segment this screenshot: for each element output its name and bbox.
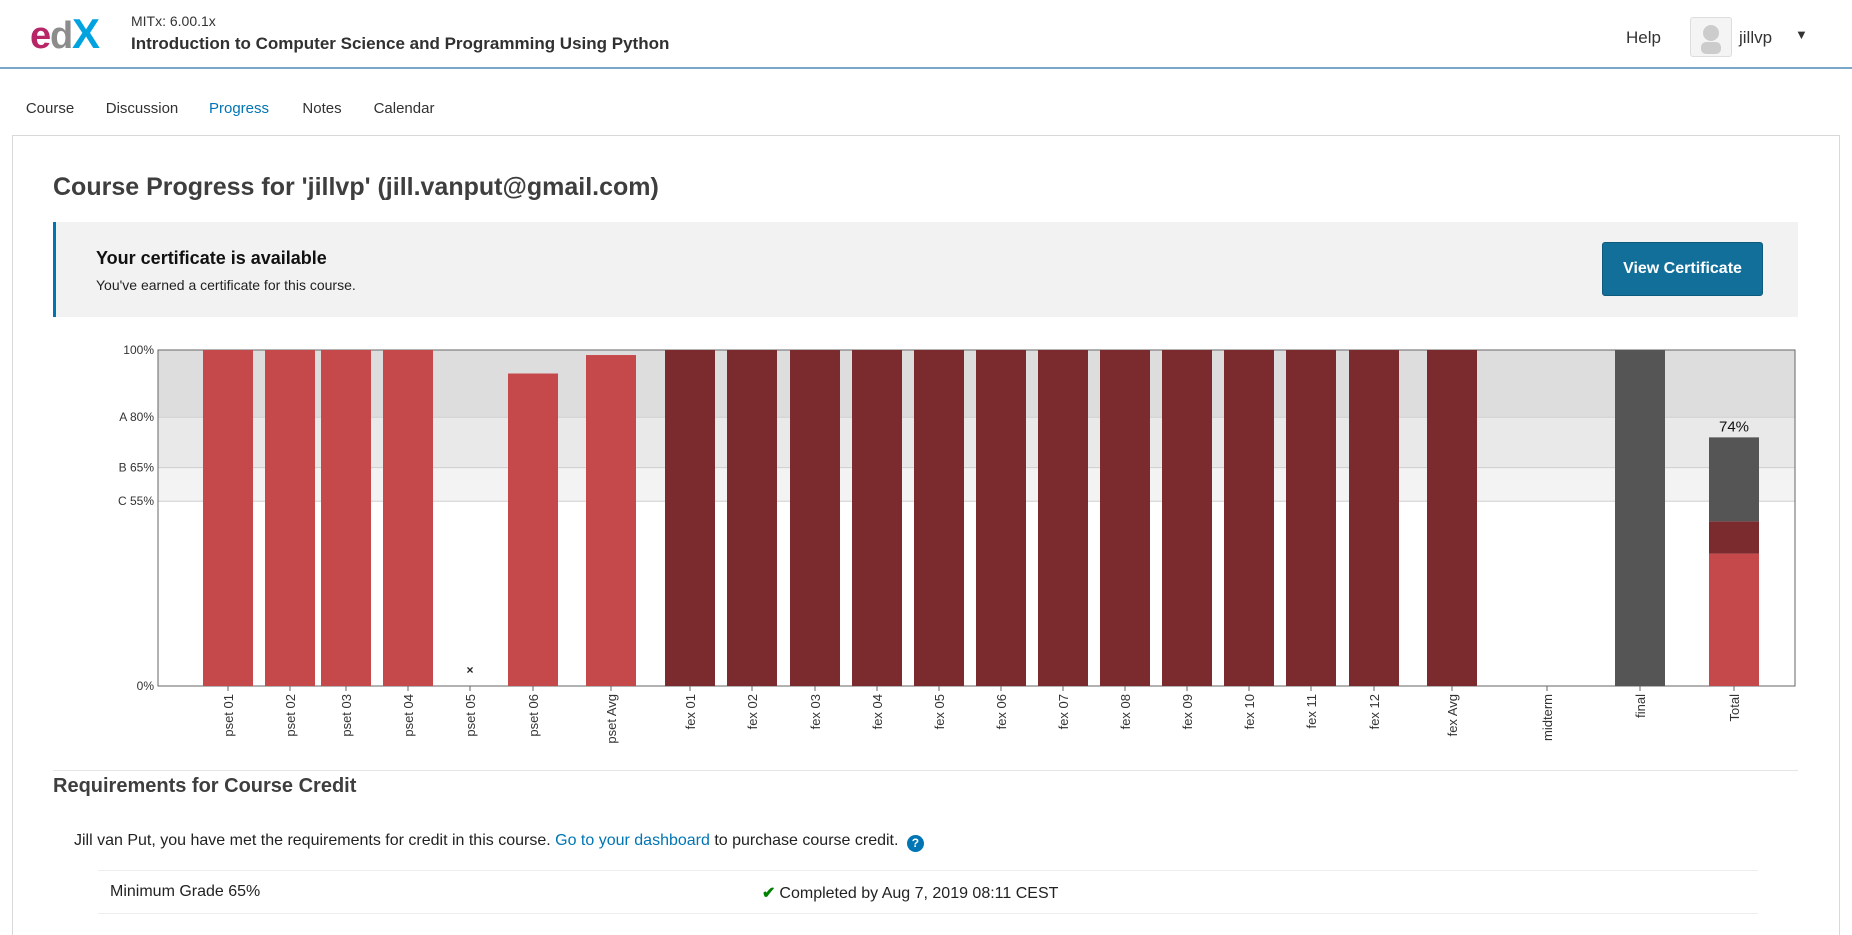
requirements-title: Requirements for Course Credit: [53, 775, 357, 797]
bar-total-segment: [1709, 437, 1759, 522]
bar: [586, 355, 636, 686]
bar: [1038, 350, 1088, 686]
x-tick-label: Total: [1727, 694, 1742, 722]
x-tick-label: fex Avg: [1445, 694, 1460, 736]
requirement-row: Minimum Grade 65% ✔ Completed by Aug 7, 2…: [98, 870, 1758, 914]
bar: [1349, 350, 1399, 686]
bar: [1162, 350, 1212, 686]
bar: [1100, 350, 1150, 686]
certificate-title: Your certificate is available: [96, 248, 327, 268]
chevron-down-icon[interactable]: ▼: [1795, 27, 1808, 42]
bar: [265, 350, 315, 686]
bar: [852, 350, 902, 686]
user-avatar-icon: [1701, 25, 1721, 54]
section-divider: [53, 770, 1798, 771]
x-tick-label: final: [1633, 694, 1648, 718]
x-tick-label: fex 07: [1056, 694, 1071, 729]
page-title: Course Progress for 'jillvp' (jill.vanpu…: [53, 173, 659, 201]
x-tick-label: fex 04: [870, 694, 885, 729]
site-header: e d X MITx: 6.00.1x Introduction to Comp…: [0, 0, 1852, 69]
x-tick-label: fex 02: [745, 694, 760, 729]
bar: [976, 350, 1026, 686]
certificate-description: You've earned a certificate for this cou…: [96, 277, 356, 293]
y-tick-label: 100%: [123, 343, 154, 357]
avatar[interactable]: [1690, 17, 1732, 57]
course-org: MITx: 6.00.1x: [131, 13, 216, 29]
svg-text:X: X: [72, 12, 100, 56]
requirements-text: Jill van Put, you have met the requireme…: [74, 832, 924, 852]
view-certificate-button[interactable]: View Certificate: [1602, 242, 1763, 296]
tab-notes[interactable]: Notes: [302, 100, 342, 117]
svg-text:d: d: [50, 15, 73, 56]
bar: [203, 350, 253, 686]
x-tick-label: fex 10: [1242, 694, 1257, 729]
grade-chart: 100% A 80% B 65% C 55% 0% pset 01 pset 02 pset …: [118, 343, 1796, 744]
y-tick-label: B 65%: [119, 461, 155, 475]
x-tick-label: midterm: [1540, 694, 1555, 741]
tab-discussion[interactable]: Discussion: [105, 100, 179, 117]
bar: [383, 350, 433, 686]
edx-logo[interactable]: e d X: [30, 12, 114, 56]
x-tick-label: fex 12: [1367, 694, 1382, 729]
x-tick-label: pset 03: [339, 694, 354, 737]
dashboard-link[interactable]: Go to your dashboard: [555, 832, 710, 849]
tab-calendar[interactable]: Calendar: [373, 100, 435, 117]
total-data-label: 74%: [1719, 418, 1749, 435]
course-name: Introduction to Computer Science and Pro…: [131, 34, 670, 53]
bar: [1224, 350, 1274, 686]
bar: [508, 373, 558, 686]
requirements-text-after: to purchase course credit.: [714, 832, 899, 849]
bar: [727, 350, 777, 686]
y-tick-label: A 80%: [119, 410, 154, 424]
x-tick-label: pset 02: [283, 694, 298, 737]
x-tick-label: fex 03: [808, 694, 823, 729]
x-tick-label: pset 06: [526, 694, 541, 737]
missing-marker: ×: [466, 663, 473, 677]
requirement-status-text: Completed by Aug 7, 2019 08:11 CEST: [779, 885, 1059, 902]
bar: [1615, 350, 1665, 686]
x-tick-label: fex 09: [1180, 694, 1195, 729]
tab-progress[interactable]: Progress: [196, 88, 282, 138]
bar: [1286, 350, 1336, 686]
help-link[interactable]: Help: [1626, 28, 1661, 47]
x-tick-label: fex 01: [683, 694, 698, 729]
help-icon[interactable]: ?: [906, 835, 924, 852]
y-tick-label: 0%: [137, 679, 155, 693]
bar: [914, 350, 964, 686]
x-tick-label: fex 11: [1304, 694, 1319, 728]
username[interactable]: jillvp: [1739, 28, 1773, 47]
bar-total-segment: [1709, 521, 1759, 554]
x-tick-label: fex 05: [932, 694, 947, 729]
x-tick-label: pset 04: [401, 694, 416, 737]
y-tick-label: C 55%: [118, 494, 154, 508]
bar: [321, 350, 371, 686]
x-tick-label: pset 05: [463, 694, 478, 737]
bar-total-segment: [1709, 553, 1759, 686]
x-tick-label: fex 06: [994, 694, 1009, 729]
bar: [665, 350, 715, 686]
requirement-status: ✔ Completed by Aug 7, 2019 08:11 CEST: [762, 883, 1058, 903]
bar: [1427, 350, 1477, 686]
svg-text:e: e: [30, 15, 51, 56]
bar: [790, 350, 840, 686]
x-tick-label: pset 01: [221, 694, 236, 737]
requirement-label: Minimum Grade 65%: [110, 883, 261, 900]
tab-course[interactable]: Course: [25, 100, 75, 117]
checkmark-icon: ✔: [762, 885, 776, 902]
x-tick-label: fex 08: [1118, 694, 1133, 729]
certificate-banner: Your certificate is available You've ear…: [53, 222, 1798, 317]
x-tick-label: pset Avg: [604, 694, 619, 744]
requirements-text-before: Jill van Put, you have met the requireme…: [74, 832, 551, 849]
